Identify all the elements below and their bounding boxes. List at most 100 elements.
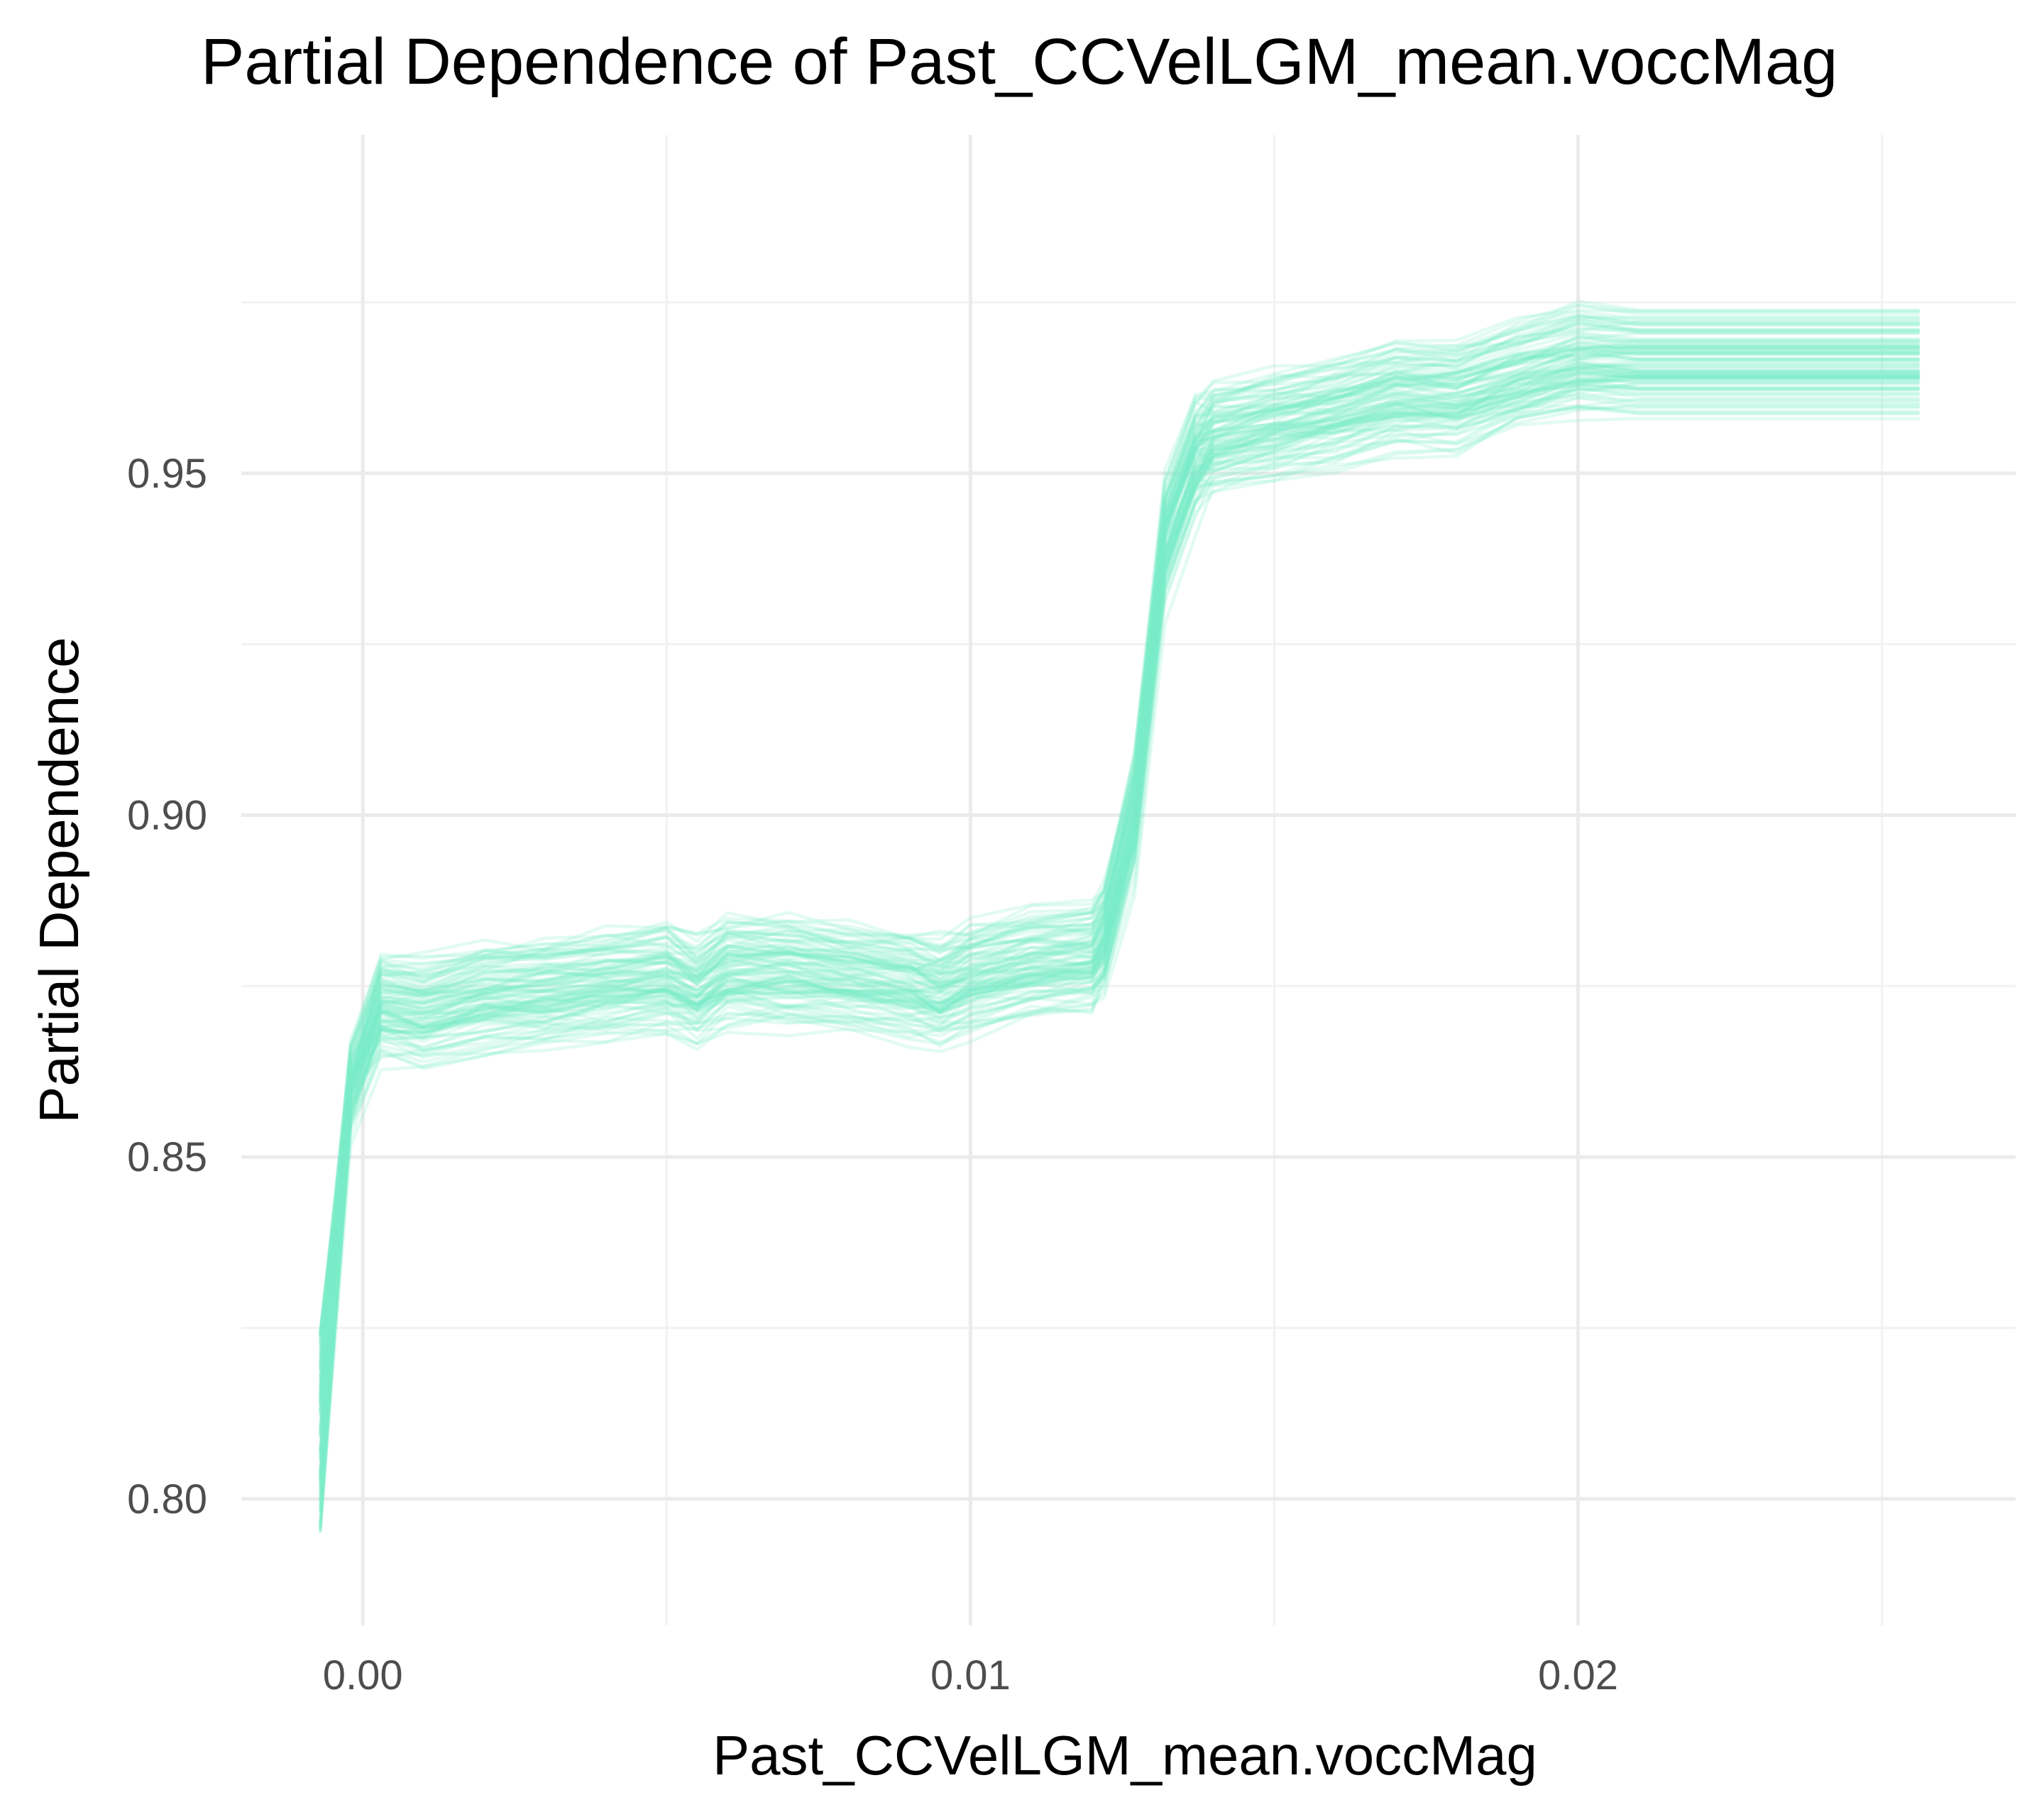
ice-curve-81 bbox=[319, 377, 1921, 1507]
ice-curve-3 bbox=[319, 346, 1921, 1402]
ice-curve-14 bbox=[319, 378, 1921, 1338]
ice-curve-51 bbox=[319, 351, 1921, 1438]
ice-curve-35 bbox=[319, 370, 1921, 1350]
ice-curve-69 bbox=[319, 386, 1921, 1481]
ice-curve-83 bbox=[319, 402, 1921, 1427]
ice-curve-38 bbox=[319, 372, 1921, 1494]
ice-curve-72 bbox=[319, 374, 1921, 1395]
ice-curve-19 bbox=[319, 317, 1921, 1383]
ice-curve-18 bbox=[319, 344, 1921, 1434]
y-axis-label: Partial Dependence bbox=[28, 637, 90, 1123]
ice-curve-60 bbox=[319, 388, 1921, 1396]
ice-curve-62 bbox=[319, 303, 1921, 1378]
ice-curve-86 bbox=[319, 346, 1921, 1483]
ice-curve-33 bbox=[319, 363, 1921, 1386]
ice-curve-6 bbox=[319, 378, 1921, 1334]
ice-curve-92 bbox=[319, 366, 1921, 1414]
ice-curve-49 bbox=[319, 331, 1921, 1461]
ice-curve-53 bbox=[319, 405, 1921, 1484]
y-tick-label: 0.85 bbox=[127, 1134, 207, 1180]
ice-curve-42 bbox=[319, 358, 1921, 1528]
ice-curve-61 bbox=[319, 352, 1921, 1471]
ice-curve-94 bbox=[319, 342, 1921, 1461]
ice-curve-57 bbox=[319, 396, 1921, 1479]
ice-curve-36 bbox=[319, 375, 1921, 1358]
ice-curve-10 bbox=[319, 406, 1921, 1332]
ice-curve-34 bbox=[319, 360, 1921, 1452]
ice-curve-2 bbox=[319, 370, 1921, 1530]
y-tick-label: 0.80 bbox=[127, 1476, 207, 1522]
ice-curve-39 bbox=[319, 384, 1921, 1337]
ice-curve-96 bbox=[319, 344, 1921, 1525]
ice-curve-17 bbox=[319, 366, 1921, 1417]
ice-curve-9 bbox=[319, 392, 1921, 1503]
ice-curve-41 bbox=[319, 382, 1921, 1405]
grid-major bbox=[241, 135, 2016, 1625]
ice-curve-46 bbox=[319, 361, 1921, 1477]
ice-curve-44 bbox=[319, 365, 1921, 1436]
ice-curves bbox=[319, 300, 1921, 1534]
ice-curve-32 bbox=[319, 369, 1921, 1496]
ice-curve-67 bbox=[319, 319, 1921, 1500]
ice-curve-30 bbox=[319, 339, 1921, 1453]
ice-curve-24 bbox=[319, 342, 1921, 1379]
ice-curve-8 bbox=[319, 346, 1921, 1407]
ice-curve-79 bbox=[319, 322, 1921, 1378]
ice-curve-54 bbox=[319, 352, 1921, 1532]
x-tick-label: 0.02 bbox=[1538, 1652, 1618, 1698]
y-tick-label: 0.90 bbox=[127, 792, 207, 838]
ice-curve-84 bbox=[319, 336, 1921, 1429]
ice-curve-68 bbox=[319, 357, 1921, 1435]
ice-curve-13 bbox=[319, 366, 1921, 1532]
x-tick-label: 0.00 bbox=[323, 1652, 403, 1698]
ice-curve-23 bbox=[319, 368, 1921, 1486]
ice-curve-47 bbox=[319, 396, 1921, 1371]
ice-curve-5 bbox=[319, 349, 1921, 1336]
ice-curve-11 bbox=[319, 347, 1921, 1334]
ice-curve-21 bbox=[319, 378, 1921, 1391]
y-tick-label: 0.95 bbox=[127, 451, 207, 497]
ice-curve-28 bbox=[319, 304, 1921, 1454]
ice-curve-88 bbox=[319, 314, 1921, 1478]
grid-minor bbox=[241, 135, 2016, 1625]
ice-curve-74 bbox=[319, 405, 1921, 1338]
ice-curve-48 bbox=[319, 334, 1921, 1398]
ice-curve-80 bbox=[319, 383, 1921, 1514]
ice-curve-59 bbox=[319, 358, 1921, 1477]
ice-curve-63 bbox=[319, 404, 1921, 1511]
ice-curve-98 bbox=[319, 316, 1921, 1534]
x-tick-label: 0.01 bbox=[930, 1652, 1011, 1698]
ice-curve-15 bbox=[319, 370, 1921, 1366]
ice-curve-87 bbox=[319, 318, 1921, 1435]
ice-curve-58 bbox=[319, 386, 1921, 1399]
ice-curve-55 bbox=[319, 381, 1921, 1356]
ice-curve-66 bbox=[319, 319, 1921, 1402]
ice-curve-25 bbox=[319, 348, 1921, 1413]
ice-curve-71 bbox=[319, 300, 1921, 1405]
x-axis-label: Past_CCVelLGM_mean.voccMag bbox=[713, 1724, 1537, 1786]
ice-curve-7 bbox=[319, 363, 1921, 1414]
ice-curve-99 bbox=[319, 314, 1921, 1529]
ice-curve-50 bbox=[319, 335, 1921, 1389]
ice-curve-37 bbox=[319, 349, 1921, 1342]
chart-title: Partial Dependence of Past_CCVelLGM_mean… bbox=[201, 26, 1837, 98]
ice-curve-22 bbox=[319, 361, 1921, 1460]
ice-curve-27 bbox=[319, 417, 1921, 1532]
ice-curve-65 bbox=[319, 348, 1921, 1458]
ice-curve-43 bbox=[319, 331, 1921, 1526]
ice-curve-56 bbox=[319, 397, 1921, 1412]
ice-curve-91 bbox=[319, 363, 1921, 1347]
x-tick-labels: 0.00 0.01 0.02 bbox=[323, 1652, 1618, 1698]
y-tick-labels: 0.80 0.85 0.90 0.95 bbox=[127, 451, 207, 1522]
ice-curve-45 bbox=[319, 375, 1921, 1479]
ice-curve-64 bbox=[319, 383, 1921, 1355]
ice-curve-97 bbox=[319, 351, 1921, 1451]
ice-curve-85 bbox=[319, 374, 1921, 1370]
ice-curve-20 bbox=[319, 362, 1921, 1388]
ice-curve-82 bbox=[319, 375, 1921, 1337]
ice-curve-73 bbox=[319, 345, 1921, 1404]
ice-curve-89 bbox=[319, 392, 1921, 1416]
ice-curve-75 bbox=[319, 371, 1921, 1398]
ice-curve-1 bbox=[319, 361, 1921, 1367]
